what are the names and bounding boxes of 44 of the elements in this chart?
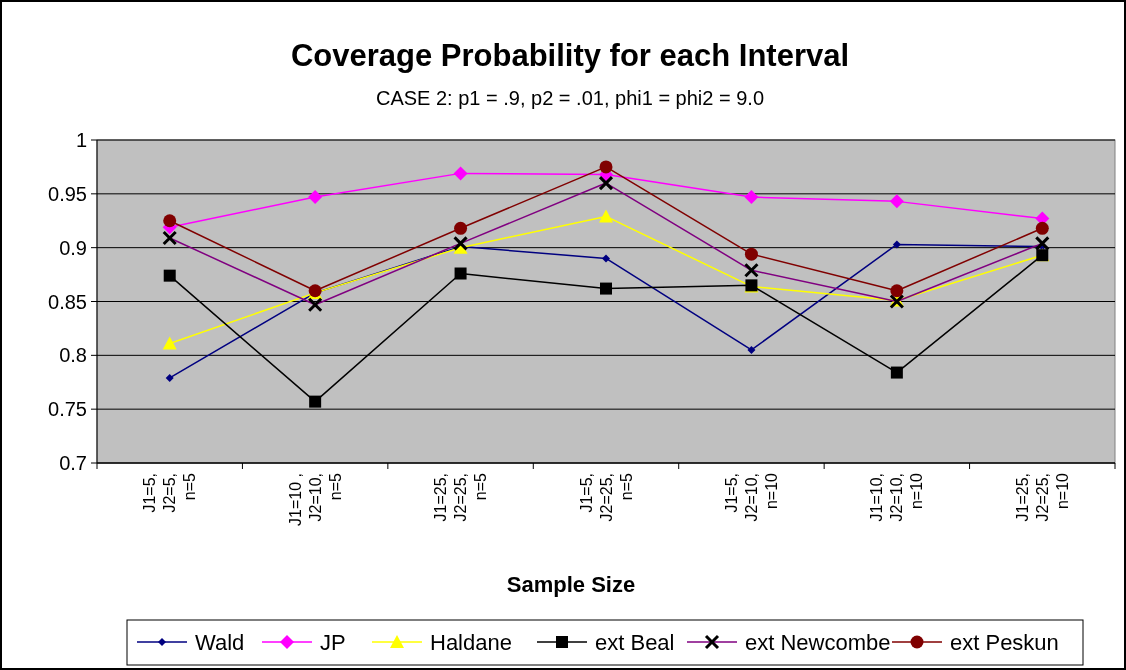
legend-label: ext Peskun xyxy=(950,629,1059,655)
x-tick-label: J1=25, J2=25, n=5 xyxy=(432,472,490,522)
legend-label: ext Newcombe xyxy=(745,629,891,655)
point xyxy=(454,267,467,280)
point xyxy=(747,345,756,354)
x-axis-title: Sample Size xyxy=(506,572,636,597)
point xyxy=(889,194,904,209)
y-tick-label: 0.75 xyxy=(48,398,87,421)
point xyxy=(308,190,323,205)
x-tick-label: J1=5, J2=25, n=5 xyxy=(577,472,635,522)
point xyxy=(744,190,759,205)
point xyxy=(744,247,758,261)
legend-label: ext Beal xyxy=(595,629,675,655)
y-tick-label: 0.7 xyxy=(59,452,87,474)
y-tick-label: 0.8 xyxy=(59,344,87,367)
chart-subtitle: CASE 2: p1 = .9, p2 = .01, phi1 = phi2 = 9.0 xyxy=(375,87,765,109)
point xyxy=(454,221,468,235)
point xyxy=(599,160,613,174)
point xyxy=(599,209,613,223)
point xyxy=(163,269,176,282)
point xyxy=(163,214,177,228)
chart-title: Coverage Probability for each Interval xyxy=(290,38,850,73)
point xyxy=(165,373,174,382)
y-tick-label: 1 xyxy=(75,129,87,151)
point xyxy=(890,366,903,379)
y-tick-label: 0.95 xyxy=(48,182,87,205)
x-tick-label: J1=5, J2=5, n=5 xyxy=(141,472,199,513)
x-tick-label: J1=5, J2=10, n=10 xyxy=(723,472,781,522)
legend-label: Wald xyxy=(195,629,245,655)
x-tick-label: J1=10, J2=10, n=10 xyxy=(868,472,926,522)
x-tick-label: J1=25, J2=25, n=10 xyxy=(1013,472,1071,522)
legend-label: JP xyxy=(320,629,346,655)
point xyxy=(600,282,612,295)
point xyxy=(453,166,468,181)
point xyxy=(309,395,322,408)
point xyxy=(892,240,901,249)
point xyxy=(602,254,610,263)
y-tick-label: 0.9 xyxy=(59,236,87,259)
legend-label: Haldane xyxy=(430,629,512,655)
point xyxy=(162,336,177,350)
y-tick-label: 0.85 xyxy=(48,290,87,313)
x-tick-label: J1=10 , J2=10, n=5 xyxy=(286,472,344,526)
point xyxy=(890,284,904,298)
point xyxy=(1035,221,1049,235)
